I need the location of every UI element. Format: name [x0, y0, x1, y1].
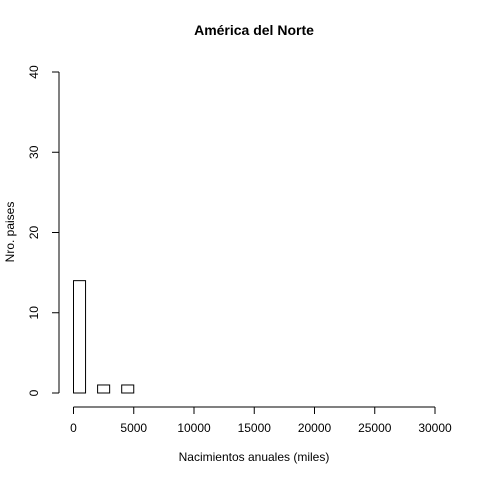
histogram-bar	[73, 280, 87, 394]
y-tick-label: 0	[27, 389, 41, 396]
y-axis-label: Nro. paises	[3, 202, 17, 263]
y-tick-label: 40	[27, 65, 41, 79]
x-tick-label: 25000	[358, 421, 392, 435]
y-tick-label: 20	[27, 226, 41, 240]
x-tick-label: 30000	[418, 421, 452, 435]
histogram-bars	[73, 280, 135, 394]
x-tick-label: 5000	[120, 421, 147, 435]
x-axis: 0 5000 10000 15000 20000 25000 30000	[70, 406, 452, 435]
x-tick-label: 20000	[298, 421, 332, 435]
y-axis: 0 10 20 30 40	[27, 65, 60, 396]
x-tick-label: 10000	[177, 421, 211, 435]
x-tick-label: 0	[70, 421, 77, 435]
x-tick-label: 15000	[238, 421, 272, 435]
y-tick-label: 10	[27, 306, 41, 320]
histogram-bar	[121, 384, 135, 394]
chart-title: América del Norte	[194, 22, 314, 38]
y-tick-label: 30	[27, 145, 41, 159]
histogram-bar	[97, 384, 111, 394]
x-axis-label: Nacimientos anuales (miles)	[179, 450, 330, 464]
